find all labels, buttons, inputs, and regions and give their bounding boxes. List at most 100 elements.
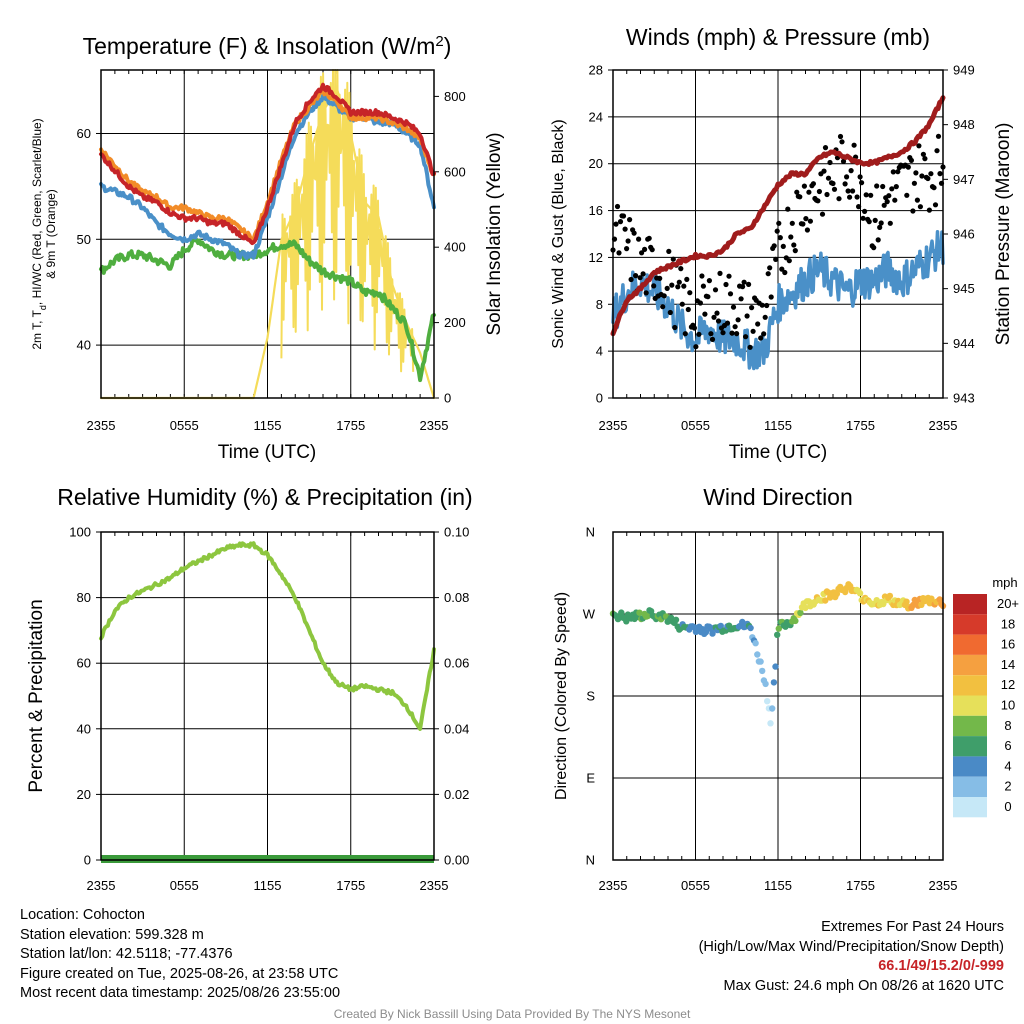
gust-point bbox=[711, 314, 717, 320]
gust-point bbox=[937, 171, 943, 177]
wind-y2-tick-label: 949 bbox=[953, 63, 975, 78]
gust-point bbox=[622, 226, 628, 232]
gust-point bbox=[649, 247, 655, 253]
humidity-y-tick-label: 100 bbox=[69, 525, 91, 540]
legend-label: 18 bbox=[1001, 616, 1015, 631]
direction-point bbox=[757, 658, 764, 665]
gust-point bbox=[824, 191, 830, 198]
gust-point bbox=[631, 230, 637, 236]
gust-point bbox=[850, 188, 856, 194]
gust-point bbox=[768, 294, 774, 300]
gust-point bbox=[856, 204, 862, 210]
gust-point bbox=[669, 282, 675, 288]
gust-point bbox=[651, 283, 657, 289]
gust-point bbox=[617, 219, 624, 225]
humidity-y2-tick-label: 0.00 bbox=[444, 853, 469, 868]
wind-x-tick-label: 2355 bbox=[599, 418, 628, 433]
direction-point bbox=[886, 592, 894, 600]
gust-point bbox=[714, 310, 720, 316]
wind-y-tick-label: 20 bbox=[589, 156, 603, 171]
direction-point bbox=[770, 679, 778, 686]
gust-point bbox=[893, 184, 899, 190]
gust-point bbox=[732, 324, 738, 330]
temperature-x-tick-label: 2355 bbox=[420, 418, 449, 433]
direction-y-tick-label: N bbox=[586, 525, 595, 540]
dewpoint-line bbox=[99, 237, 436, 383]
gust-point bbox=[816, 188, 823, 195]
gust-point bbox=[620, 213, 627, 219]
temperature-y-tick-label: 50 bbox=[77, 232, 91, 247]
temperature-x-tick-label: 1755 bbox=[336, 418, 365, 433]
gust-point bbox=[887, 220, 893, 226]
gust-point bbox=[678, 266, 684, 272]
gust-point bbox=[705, 294, 711, 300]
legend-label: 16 bbox=[1001, 637, 1015, 652]
wind-y2-tick-label: 945 bbox=[953, 281, 975, 296]
direction-point bbox=[767, 720, 774, 727]
wind-x-tick-label: 2355 bbox=[929, 418, 958, 433]
gust-point bbox=[881, 202, 887, 208]
gust-point bbox=[889, 186, 895, 192]
legend-label: 8 bbox=[1004, 718, 1011, 733]
temperature-panel: Temperature (F) & Insolation (W/m2) 40 50 6… bbox=[30, 33, 505, 464]
gust-point bbox=[847, 194, 853, 200]
wind-y-tick-label: 12 bbox=[589, 250, 603, 265]
pressure-line bbox=[610, 95, 946, 337]
humidity-y2-tick-label: 0.02 bbox=[444, 787, 469, 802]
gust-point bbox=[895, 169, 901, 175]
gust-point bbox=[613, 221, 619, 227]
direction-y-label: Direction (Colored By Speed) bbox=[553, 592, 570, 800]
gust-point bbox=[916, 143, 922, 149]
gust-point bbox=[863, 192, 869, 198]
gust-point bbox=[877, 224, 883, 230]
direction-point bbox=[762, 680, 769, 688]
gust-point bbox=[726, 273, 732, 279]
direction-x-tick-label: 0555 bbox=[681, 878, 710, 893]
gust-point bbox=[779, 266, 785, 272]
gust-point bbox=[702, 311, 708, 317]
temperature-frame bbox=[100, 69, 435, 399]
gust-point bbox=[845, 188, 851, 194]
gust-point bbox=[786, 258, 792, 264]
recent-data-text: Most recent data timestamp: 2025/08/26 2… bbox=[20, 985, 341, 1001]
gust-point bbox=[844, 174, 850, 180]
humidity-y-tick-label: 80 bbox=[77, 590, 91, 605]
legend-label: 10 bbox=[1001, 698, 1015, 713]
gust-point bbox=[625, 238, 631, 244]
legend-swatch bbox=[953, 756, 987, 777]
gust-point bbox=[788, 234, 794, 240]
gust-point bbox=[878, 220, 884, 226]
wind-x-label: Time (UTC) bbox=[729, 442, 828, 463]
legend-label: 20+ bbox=[997, 596, 1019, 611]
gust-point bbox=[743, 334, 749, 340]
station-info: Location: Cohocton Station elevation: 59… bbox=[20, 906, 340, 1004]
gust-point bbox=[675, 284, 681, 290]
extremes-info: Extremes For Past 24 Hours (High/Low/Max… bbox=[699, 918, 1004, 996]
temperature-title: Temperature (F) & Insolation (W/m2) bbox=[83, 33, 452, 60]
gust-point bbox=[727, 291, 734, 297]
temperature-y2-tick-label: 600 bbox=[444, 164, 466, 179]
gust-point bbox=[904, 192, 910, 198]
humidity-y2-tick-label: 0.06 bbox=[444, 656, 469, 671]
max-gust-text: Max Gust: 24.6 mph On 08/26 at 1620 UTC bbox=[723, 977, 1004, 994]
credit-text: Created By Nick Bassill Using Data Provi… bbox=[333, 1007, 691, 1021]
gust-point bbox=[868, 192, 874, 198]
temperature-y2-tick-label: 800 bbox=[444, 89, 466, 104]
humidity-y-tick-label: 40 bbox=[77, 721, 91, 736]
insolation-y-label: Solar Insolation (Yellow) bbox=[484, 132, 505, 335]
gust-point bbox=[730, 304, 737, 310]
gust-point bbox=[639, 250, 645, 256]
direction-point bbox=[618, 609, 625, 616]
humidity-x-tick-label: 2355 bbox=[87, 878, 116, 893]
gust-point bbox=[857, 174, 863, 180]
temperature-x-tick-label: 0555 bbox=[170, 418, 199, 433]
gust-point bbox=[697, 300, 704, 306]
humidity-y-label: Percent & Precipitation bbox=[26, 599, 47, 792]
direction-x-tick-label: 2355 bbox=[599, 878, 628, 893]
gust-point bbox=[765, 271, 771, 277]
direction-x-tick-label: 1155 bbox=[764, 878, 792, 893]
gust-point bbox=[762, 314, 768, 320]
direction-point bbox=[709, 630, 716, 637]
gust-point bbox=[643, 290, 649, 296]
legend-swatch bbox=[953, 776, 987, 797]
